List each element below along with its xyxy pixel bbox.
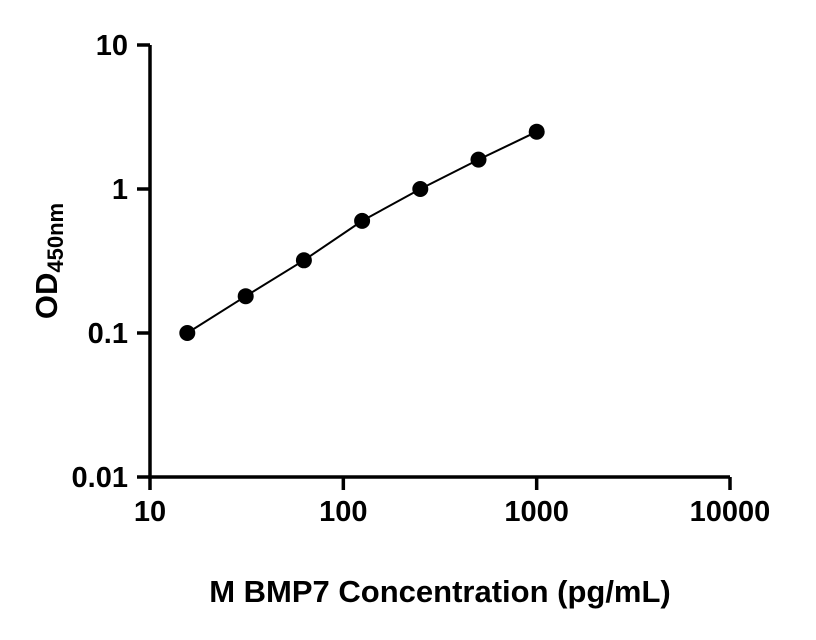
data-point: [412, 181, 429, 197]
y-tick-label: 0.1: [88, 318, 128, 350]
y-tick-label: 0.01: [72, 462, 128, 494]
y-tick-label: 10: [96, 30, 128, 62]
x-tick-label: 10000: [690, 496, 771, 528]
x-tick-label: 1000: [504, 496, 569, 528]
x-tick-label: 10: [134, 496, 166, 528]
data-point: [354, 212, 371, 229]
y-tick-label: 1: [112, 174, 128, 206]
data-point: [470, 151, 487, 168]
x-tick-label: 100: [319, 496, 367, 528]
data-point: [528, 123, 545, 140]
x-axis-title: M BMP7 Concentration (pg/mL): [209, 574, 671, 609]
y-axis-title-main: OD: [29, 273, 64, 320]
data-point: [295, 252, 312, 269]
data-point: [179, 325, 196, 341]
y-axis-title-sub: 450nm: [43, 203, 68, 273]
data-point: [237, 288, 254, 305]
y-axis-title: OD450nm: [29, 203, 68, 319]
